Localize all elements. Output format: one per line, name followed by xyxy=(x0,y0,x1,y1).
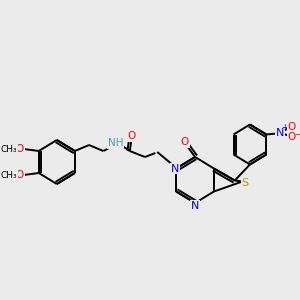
Text: NH: NH xyxy=(108,138,123,148)
Text: O: O xyxy=(16,170,24,180)
Text: O: O xyxy=(288,122,296,131)
Text: N: N xyxy=(275,128,284,137)
Text: CH₃: CH₃ xyxy=(0,170,17,179)
Text: +: + xyxy=(281,123,287,132)
Text: O: O xyxy=(181,137,189,147)
Text: N: N xyxy=(191,201,199,211)
Text: S: S xyxy=(242,178,249,188)
Text: O: O xyxy=(288,131,296,142)
Text: N: N xyxy=(171,164,179,173)
Text: −: − xyxy=(294,130,300,139)
Text: O: O xyxy=(128,131,136,141)
Text: CH₃: CH₃ xyxy=(0,145,17,154)
Text: O: O xyxy=(16,144,24,154)
